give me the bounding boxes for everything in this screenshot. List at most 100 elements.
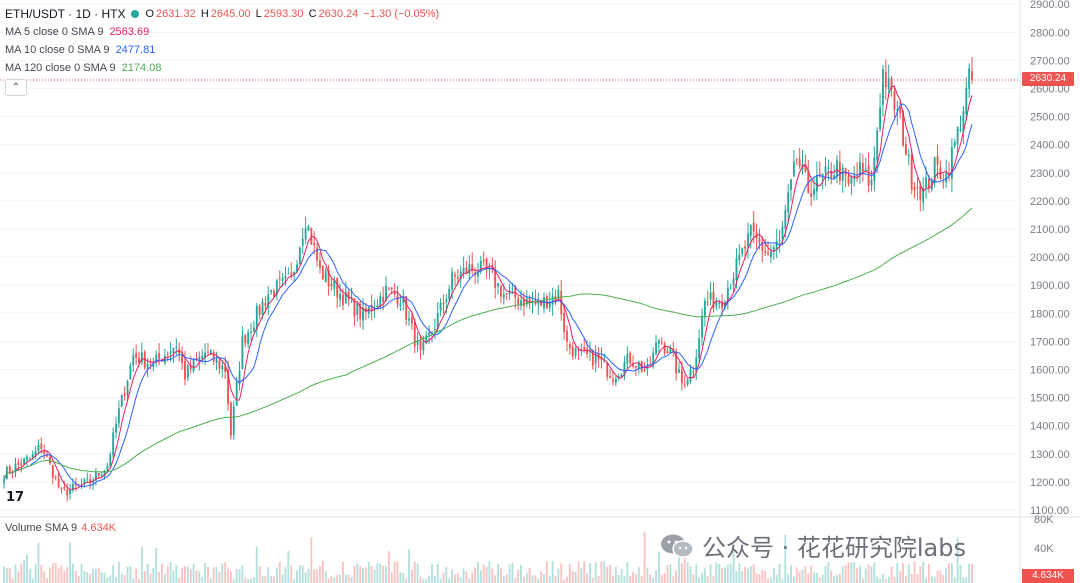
price-tick-label: 2500.00	[1030, 112, 1070, 124]
volume-bar	[275, 567, 278, 583]
volume-bar	[462, 568, 465, 583]
volume-bar	[634, 573, 637, 583]
volume-bar	[721, 568, 724, 583]
volume-bar	[103, 572, 106, 583]
candle-body	[425, 335, 428, 344]
volume-bar	[583, 561, 586, 583]
candle-body	[646, 364, 649, 370]
candle-body	[218, 360, 221, 369]
volume-bar	[678, 538, 680, 583]
volume-bar	[497, 563, 499, 583]
volume-bar	[356, 563, 359, 583]
candle-body	[103, 470, 106, 477]
volume-bar	[870, 566, 873, 583]
candle-body	[28, 457, 31, 459]
candle-body	[428, 332, 431, 336]
symbol-title[interactable]: ETH/USDT · 1D · HTX	[5, 7, 126, 21]
volume-bar	[264, 575, 267, 583]
volume-bar	[663, 572, 666, 583]
candle-body	[416, 340, 419, 346]
ma5-line	[3, 85, 973, 491]
candle-body	[566, 330, 568, 342]
candle-body	[715, 301, 718, 306]
candle-body	[775, 241, 778, 250]
price-tick-label: 2200.00	[1030, 196, 1070, 208]
candle-body	[172, 347, 175, 353]
volume-bar	[703, 568, 706, 583]
volume-legend[interactable]: Volume SMA 9 4.634K	[5, 522, 116, 534]
candle-body	[847, 175, 850, 184]
ma5-legend[interactable]: MA 5 close 0 SMA 9 2563.69	[5, 23, 441, 41]
candle-body	[293, 271, 296, 275]
volume-bar	[815, 573, 818, 583]
collapse-legend-button[interactable]: ⌃	[5, 79, 27, 96]
volume-bar	[899, 571, 902, 583]
volume-bar	[281, 574, 284, 583]
volume-bar	[451, 569, 454, 583]
price-tick-label: 1100.00	[1030, 505, 1069, 517]
candle-body	[738, 254, 741, 261]
volume-bar	[884, 578, 887, 583]
volume-bar	[57, 567, 60, 583]
volume-bar	[117, 561, 120, 583]
candle-body	[465, 267, 468, 274]
volume-bar	[551, 561, 554, 583]
volume-bar	[126, 566, 129, 583]
candle-body	[402, 297, 405, 303]
volume-bar	[660, 574, 663, 583]
volume-bar	[353, 565, 356, 583]
ma120-legend[interactable]: MA 120 close 0 SMA 9 2174.08	[5, 59, 441, 77]
candle-body	[942, 181, 945, 183]
volume-value: 4.634K	[81, 522, 117, 534]
volume-bar	[545, 561, 548, 583]
volume-bar	[393, 561, 396, 583]
ma10-legend[interactable]: MA 10 close 0 SMA 9 2477.81	[5, 41, 441, 59]
volume-bar	[166, 565, 169, 583]
volume-bar	[419, 576, 422, 583]
candle-body	[899, 106, 902, 114]
volume-bar	[209, 578, 212, 583]
volume-bar	[350, 577, 353, 583]
volume-bar	[229, 571, 232, 583]
volume-bar	[69, 542, 71, 583]
candle-body	[614, 378, 617, 383]
candle-body	[436, 313, 439, 329]
volume-bar	[109, 575, 112, 583]
candle-body	[807, 170, 810, 193]
volume-bar	[936, 570, 939, 583]
volume-bar	[241, 565, 244, 583]
volume-bar	[801, 569, 804, 583]
candle-body	[258, 305, 261, 315]
volume-tick-label: 40K	[1034, 543, 1054, 555]
volume-bar	[258, 566, 261, 583]
candle-body	[959, 129, 962, 131]
volume-bar	[520, 564, 522, 583]
volume-bar	[879, 578, 882, 583]
candle-body	[629, 352, 632, 364]
volume-bar	[543, 573, 545, 583]
volume-bar	[706, 575, 709, 583]
volume-bar	[370, 565, 373, 583]
volume-bar	[212, 567, 215, 583]
volume-bar	[514, 577, 517, 583]
volume-bar	[482, 564, 485, 583]
candle-body	[14, 463, 17, 473]
volume-bar	[907, 564, 910, 583]
candle-body	[382, 296, 385, 303]
volume-bar	[364, 567, 367, 583]
volume-bar	[729, 563, 732, 583]
volume-bar	[244, 577, 247, 583]
candle-body	[120, 394, 123, 407]
volume-bar	[830, 570, 833, 583]
candle-body	[77, 484, 80, 486]
volume-bar	[652, 577, 655, 583]
ma10-label: MA 10 close 0 SMA 9	[5, 44, 110, 56]
candle-body	[129, 365, 132, 380]
volume-bar	[373, 569, 376, 583]
volume-bar	[120, 573, 123, 583]
volume-bar	[953, 576, 956, 583]
volume-bar	[971, 563, 973, 583]
candle-body	[448, 288, 451, 300]
volume-bar	[74, 570, 77, 583]
